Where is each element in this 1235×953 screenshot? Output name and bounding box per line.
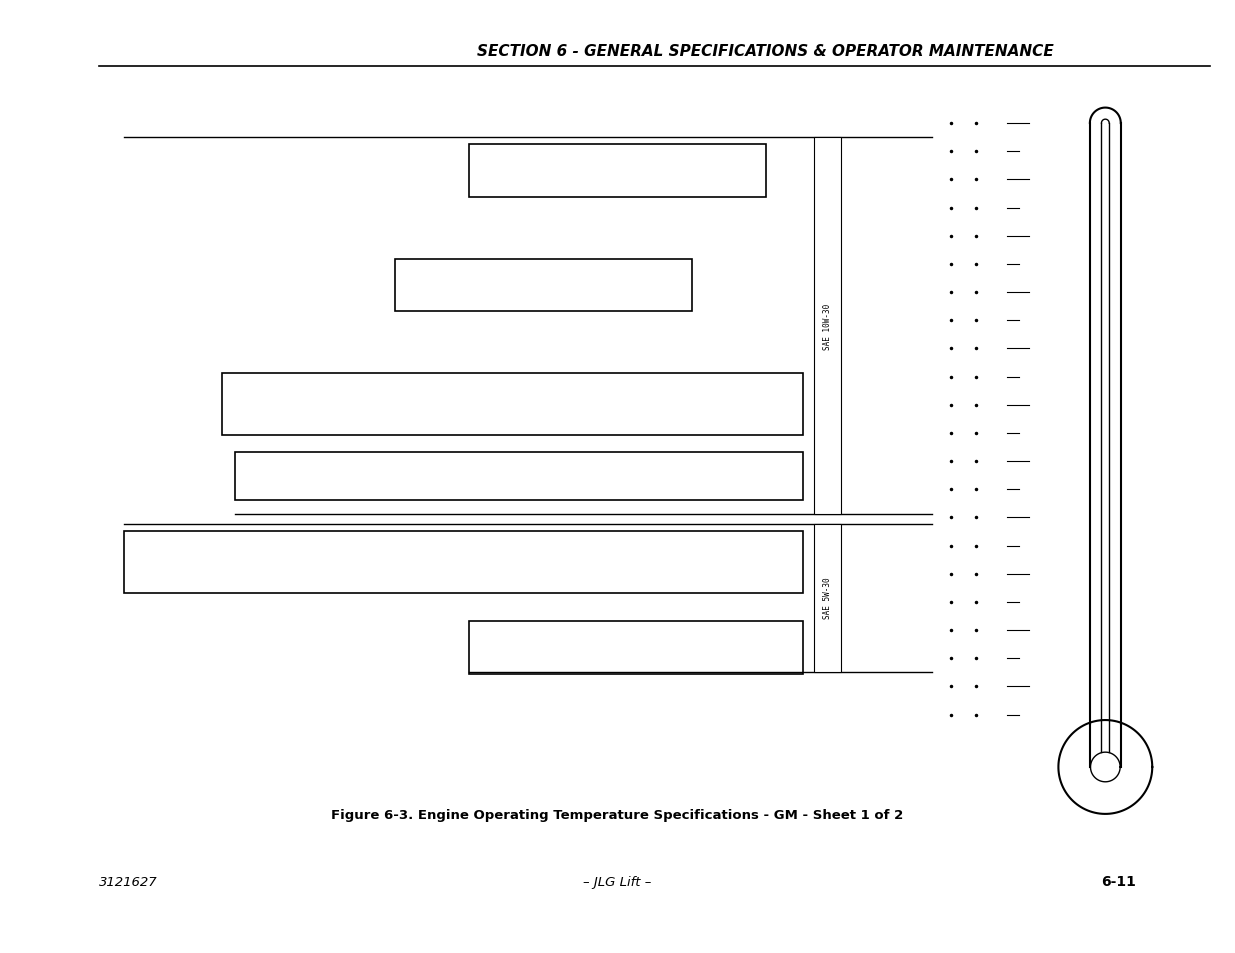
Bar — [222, 375, 803, 436]
Text: SECTION 6 - GENERAL SPECIFICATIONS & OPERATOR MAINTENANCE: SECTION 6 - GENERAL SPECIFICATIONS & OPE… — [477, 44, 1055, 59]
Text: SAE 10W-30: SAE 10W-30 — [823, 303, 832, 350]
Text: SAE 5W-30: SAE 5W-30 — [823, 578, 832, 618]
Bar — [469, 146, 766, 198]
Text: – JLG Lift –: – JLG Lift – — [583, 875, 652, 888]
Text: 6-11: 6-11 — [1102, 875, 1136, 888]
Text: Figure 6-3. Engine Operating Temperature Specifications - GM - Sheet 1 of 2: Figure 6-3. Engine Operating Temperature… — [331, 808, 904, 821]
Bar — [814, 524, 841, 672]
Bar — [395, 259, 692, 313]
Text: 3121627: 3121627 — [99, 875, 157, 888]
Bar — [814, 138, 841, 515]
Bar — [235, 453, 803, 500]
Bar — [124, 532, 803, 593]
Bar — [469, 622, 803, 675]
